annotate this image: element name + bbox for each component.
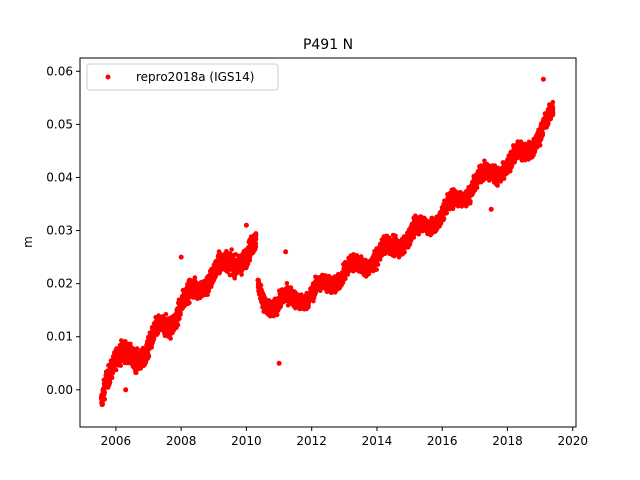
data-point <box>253 244 259 250</box>
data-point <box>118 363 123 368</box>
data-point <box>495 183 500 188</box>
data-point <box>253 236 259 242</box>
data-point <box>441 216 447 221</box>
data-point <box>253 231 259 237</box>
data-point <box>229 247 234 252</box>
data-points <box>98 76 556 408</box>
data-point <box>119 338 124 343</box>
data-point <box>258 283 264 288</box>
data-point <box>540 132 546 138</box>
data-point <box>128 341 133 347</box>
data-point <box>134 370 139 376</box>
data-point <box>375 262 381 267</box>
data-point <box>402 250 407 255</box>
data-point <box>239 272 244 277</box>
data-point <box>227 272 233 278</box>
data-point <box>102 390 107 395</box>
data-point <box>274 312 280 318</box>
data-point <box>501 176 507 181</box>
data-point <box>537 143 543 148</box>
data-point <box>163 312 169 317</box>
data-point <box>377 257 383 262</box>
data-point <box>177 316 182 321</box>
data-point <box>168 336 173 341</box>
data-point <box>187 300 192 306</box>
data-point <box>205 292 210 298</box>
data-point <box>175 322 181 328</box>
data-point <box>178 312 183 317</box>
data-point <box>100 400 105 406</box>
data-point <box>416 232 422 237</box>
data-point <box>146 353 152 359</box>
data-point <box>343 276 348 282</box>
data-point <box>374 267 380 272</box>
data-point <box>253 240 258 246</box>
data-point <box>109 375 115 381</box>
data-point <box>113 367 119 373</box>
data-point <box>468 198 473 204</box>
chart-title: P491 N <box>303 37 353 53</box>
data-point <box>134 346 140 351</box>
data-point <box>192 275 198 280</box>
data-point <box>102 397 108 402</box>
data-point <box>263 296 268 301</box>
